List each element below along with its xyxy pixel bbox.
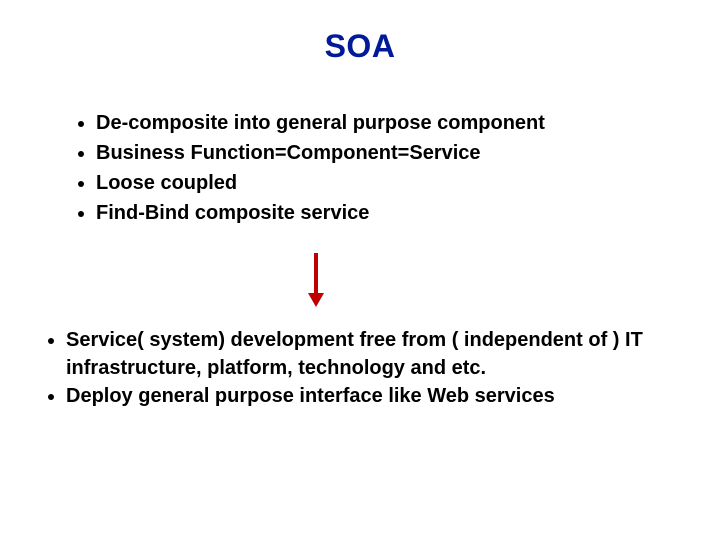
bullet-item: Loose coupled	[96, 168, 545, 198]
bullet-item: Deploy general purpose interface like We…	[66, 382, 666, 410]
bullet-item: De-composite into general purpose compon…	[96, 108, 545, 138]
bullet-item: Find-Bind composite service	[96, 198, 545, 228]
slide: SOA De-composite into general purpose co…	[0, 0, 720, 540]
down-arrow-icon	[308, 253, 324, 307]
bullet-item: Service( system) development free from (…	[66, 326, 666, 382]
slide-title: SOA	[0, 28, 720, 65]
bullet-list-top: De-composite into general purpose compon…	[68, 108, 545, 228]
bullet-list-bottom: Service( system) development free from (…	[38, 326, 666, 410]
bullet-item: Business Function=Component=Service	[96, 138, 545, 168]
